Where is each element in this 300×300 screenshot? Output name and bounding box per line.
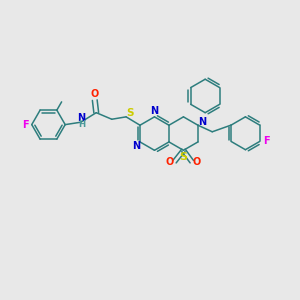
Text: F: F: [263, 136, 269, 146]
Text: O: O: [91, 89, 99, 99]
Text: O: O: [193, 157, 201, 167]
Text: H: H: [78, 120, 85, 129]
Text: S: S: [126, 108, 134, 118]
Text: S: S: [179, 152, 188, 162]
Text: N: N: [132, 140, 140, 151]
Text: N: N: [150, 106, 158, 116]
Text: N: N: [78, 113, 86, 123]
Text: N: N: [198, 117, 206, 127]
Text: O: O: [165, 157, 173, 167]
Text: F: F: [22, 120, 29, 130]
